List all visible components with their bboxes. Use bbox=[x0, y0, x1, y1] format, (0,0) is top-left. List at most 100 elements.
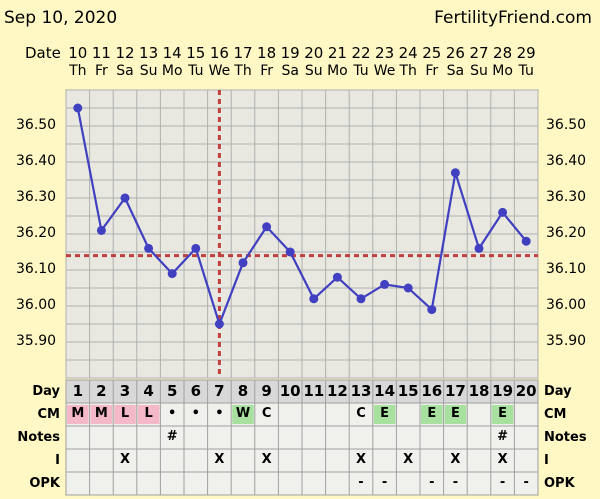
row-label-right-intercourse: I bbox=[544, 453, 549, 468]
y-tick-label-right: 36.50 bbox=[546, 117, 587, 133]
cm-cell: • bbox=[168, 406, 177, 421]
cm-cell-highlight bbox=[491, 405, 514, 424]
cm-cell: W bbox=[235, 406, 251, 421]
cm-cell: • bbox=[215, 406, 224, 421]
weekday-label: Fr bbox=[260, 63, 273, 79]
date-number: 12 bbox=[115, 44, 135, 62]
weekday-label: We bbox=[373, 63, 396, 79]
opk-cell: - bbox=[429, 475, 435, 490]
row-label-right-notes: Notes bbox=[544, 430, 587, 445]
day-cell: 20 bbox=[515, 382, 537, 400]
temperature-point bbox=[356, 294, 366, 304]
day-cell: 16 bbox=[421, 382, 443, 400]
cm-cell: M bbox=[94, 406, 108, 421]
opk-cell: - bbox=[381, 475, 388, 490]
day-cell: 8 bbox=[237, 382, 249, 400]
day-cell: 13 bbox=[350, 382, 372, 400]
day-cell: 17 bbox=[444, 382, 466, 400]
temperature-point bbox=[427, 305, 437, 315]
temperature-point bbox=[73, 103, 83, 113]
date-number: 28 bbox=[493, 44, 513, 62]
temperature-point bbox=[332, 272, 342, 282]
date-number: 13 bbox=[139, 44, 159, 62]
temperature-point bbox=[403, 283, 413, 293]
weekday-label: Sa bbox=[446, 63, 465, 79]
temperature-point bbox=[262, 222, 272, 232]
date-number: 11 bbox=[91, 44, 111, 62]
weekday-label: Mo bbox=[492, 63, 513, 79]
date-number: 26 bbox=[445, 44, 465, 62]
y-tick-label-left: 36.40 bbox=[16, 153, 57, 169]
y-tick-label-right: 36.10 bbox=[546, 261, 587, 277]
row-label-left-opk: OPK bbox=[29, 476, 60, 491]
y-tick-label-right: 35.90 bbox=[546, 333, 587, 349]
date-number: 20 bbox=[304, 44, 324, 62]
date-number: 22 bbox=[351, 44, 371, 62]
weekday-label: Tu bbox=[353, 63, 369, 79]
cm-cell: L bbox=[120, 406, 130, 421]
date-number: 24 bbox=[398, 44, 418, 62]
weekday-label: Fr bbox=[94, 63, 108, 79]
row-label-right-day: Day bbox=[544, 384, 572, 399]
cm-cell: E bbox=[427, 406, 437, 421]
weekday-label: Th bbox=[69, 63, 87, 79]
date-number: 23 bbox=[375, 44, 395, 62]
temperature-point bbox=[167, 269, 177, 279]
cm-cell-highlight bbox=[137, 405, 160, 424]
cm-cell: E bbox=[450, 406, 460, 421]
temperature-point bbox=[285, 247, 295, 257]
intercourse-cell: X bbox=[214, 452, 225, 467]
weekday-label: Su bbox=[470, 63, 488, 79]
opk-cell: - bbox=[499, 475, 506, 490]
site-name[interactable]: FertilityFriend.com bbox=[434, 8, 592, 28]
temperature-point bbox=[474, 243, 484, 253]
cm-cell-highlight bbox=[421, 405, 443, 424]
intercourse-cell: X bbox=[497, 452, 508, 467]
date-number: 17 bbox=[233, 44, 253, 62]
temperature-point bbox=[521, 236, 531, 246]
date-number: 10 bbox=[68, 44, 88, 62]
cm-cell-highlight bbox=[90, 405, 113, 424]
weekday-label: Mo bbox=[161, 63, 183, 79]
y-tick-label-left: 36.30 bbox=[16, 189, 57, 205]
temperature-point bbox=[120, 193, 130, 203]
weekday-label: Fr bbox=[425, 63, 439, 79]
day-cell: 18 bbox=[468, 382, 490, 400]
day-cell: 4 bbox=[143, 382, 154, 400]
cm-cell-highlight bbox=[373, 405, 396, 424]
weekday-label: Tu bbox=[518, 63, 534, 79]
date-row-label: Date bbox=[25, 44, 61, 62]
weekday-label: Th bbox=[399, 63, 417, 79]
temperature-point bbox=[214, 319, 224, 329]
day-cell: 1 bbox=[72, 382, 84, 400]
y-tick-label-right: 36.00 bbox=[546, 297, 587, 313]
row-label-left-cm: CM bbox=[37, 407, 60, 422]
cm-cell: L bbox=[144, 406, 153, 421]
date-number: 29 bbox=[516, 44, 536, 62]
weekday-label: Tu bbox=[188, 63, 204, 79]
row-label-left-notes: Notes bbox=[17, 430, 60, 445]
date-number: 27 bbox=[469, 44, 489, 62]
weekday-label: Th bbox=[234, 63, 252, 79]
day-cell: 2 bbox=[96, 382, 107, 400]
date-number: 18 bbox=[257, 44, 277, 62]
temperature-point bbox=[309, 294, 319, 304]
cm-cell-highlight bbox=[232, 405, 254, 424]
y-tick-label-left: 36.50 bbox=[16, 117, 57, 133]
cm-cell: • bbox=[191, 406, 200, 421]
date-number: 19 bbox=[280, 44, 300, 62]
cm-cell-highlight bbox=[444, 405, 467, 424]
intercourse-cell: X bbox=[261, 452, 272, 467]
notes-cell: # bbox=[497, 429, 509, 444]
row-label-left-intercourse: I bbox=[55, 453, 60, 468]
temperature-point bbox=[191, 243, 201, 253]
intercourse-cell: X bbox=[403, 452, 414, 467]
cm-cell: E bbox=[498, 406, 508, 421]
temperature-point bbox=[96, 225, 106, 235]
row-label-right-cm: CM bbox=[544, 407, 567, 422]
opk-cell: - bbox=[523, 475, 529, 490]
temperature-point bbox=[380, 279, 390, 289]
date-number: 14 bbox=[162, 44, 182, 62]
date-number: 15 bbox=[186, 44, 206, 62]
